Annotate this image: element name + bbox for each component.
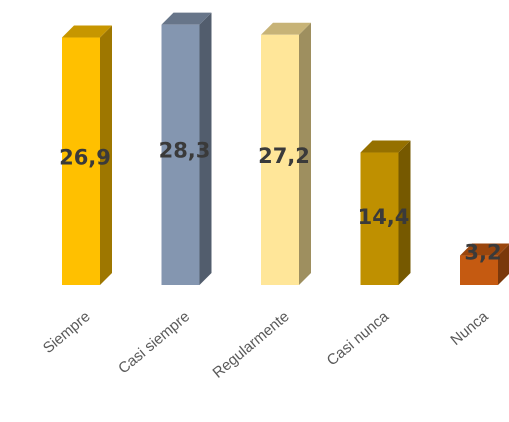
bar-siempre [62,25,112,286]
bar-casi-nunca-top [360,140,411,153]
bar-regularmente-front [261,34,299,286]
bar-casi-siempre [161,12,212,285]
bar-casi-nunca-side [398,140,411,285]
value-label-0: 26,9 [59,145,111,169]
bar-regularmente [261,22,311,286]
bar-casi-nunca-front [360,152,399,285]
value-label-3: 14,4 [358,205,410,229]
bar-casi-siempre-front [161,24,200,285]
category-label-0: Siempre [40,308,94,357]
value-label-2: 27,2 [258,144,310,168]
bar-nunca-top [460,243,509,256]
bar-casi-siempre-top [161,12,212,25]
bar-siempre-top [62,25,112,38]
category-label-4: Nunca [447,308,492,349]
bars-group [62,12,509,286]
bar-casi-siempre-side [199,12,212,285]
bar-regularmente-top [261,22,311,35]
category-label-3: Casi nunca [324,308,393,370]
value-label-4: 3,2 [464,241,501,265]
bar-nunca-side [498,244,509,285]
category-labels-group: Siempre Casi siempre Regularmente Casi nunc… [40,308,492,382]
bar-regularmente-side [299,22,311,285]
bar-siempre-front [62,37,100,285]
bar-casi-nunca [360,140,411,285]
category-label-1: Casi siempre [115,308,193,377]
value-label-1: 28,3 [159,139,211,163]
bar-siempre-side [100,25,112,286]
bar-nunca-front [460,255,498,285]
bar-nunca [460,243,509,285]
value-labels-group: 26,9 28,3 27,2 14,4 3,2 [59,139,502,265]
category-label-2: Regularmente [209,308,292,382]
